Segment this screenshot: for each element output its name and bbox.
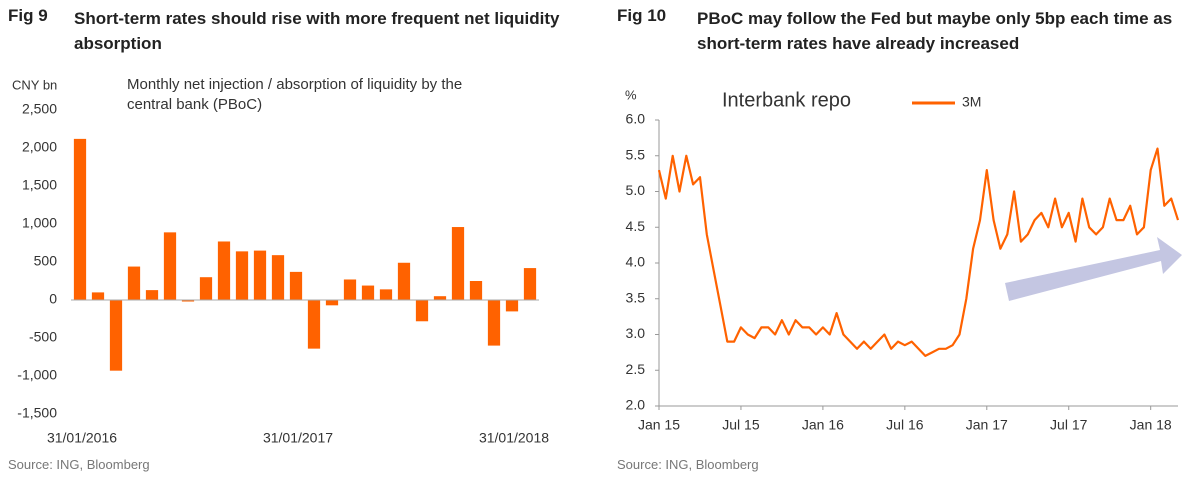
x-tick-label: Jul 15 bbox=[722, 417, 760, 433]
bar bbox=[379, 289, 393, 300]
bar bbox=[307, 300, 321, 349]
y-tick-label: 2.0 bbox=[626, 397, 646, 413]
x-tick-label: 31/01/2018 bbox=[479, 430, 549, 446]
chart-title: PBoC may follow the Fed but maybe only 5… bbox=[697, 9, 1173, 53]
x-tick-label: Jul 17 bbox=[1050, 417, 1088, 433]
y-tick-label: 5.5 bbox=[626, 146, 646, 162]
bar bbox=[109, 300, 123, 371]
y-tick-label: 0 bbox=[49, 291, 57, 307]
trend-arrow bbox=[1005, 237, 1182, 301]
bar bbox=[343, 279, 357, 300]
bar bbox=[271, 255, 285, 300]
bar bbox=[91, 292, 105, 300]
chart-title: Short-term rates should rise with more f… bbox=[74, 9, 560, 53]
source: Source: ING, Bloomberg bbox=[8, 457, 150, 472]
bar bbox=[235, 251, 249, 300]
x-tick-label: Jan 17 bbox=[966, 417, 1008, 433]
y-tick-label: 5.0 bbox=[626, 182, 646, 198]
bar bbox=[451, 227, 465, 300]
bar bbox=[73, 138, 87, 300]
y-tick-label: 4.0 bbox=[626, 254, 646, 270]
y-tick-label: -1,000 bbox=[17, 367, 57, 383]
y-tick-label: 3.5 bbox=[626, 289, 646, 305]
bar bbox=[361, 285, 375, 300]
charts: CNY bn % Interbank repo 2,500 2,000 1,500 1… bbox=[12, 77, 1182, 446]
bar bbox=[127, 266, 141, 300]
bar bbox=[325, 300, 339, 306]
x-tick-label: 31/01/2016 bbox=[47, 430, 117, 446]
bar bbox=[523, 268, 537, 300]
y-tick-label: -1,500 bbox=[17, 405, 57, 421]
bar bbox=[217, 241, 231, 300]
x-tick-label: Jan 16 bbox=[802, 417, 844, 433]
x-tick-label: Jan 15 bbox=[638, 417, 680, 433]
bar bbox=[145, 290, 159, 300]
y-unit: % bbox=[625, 87, 637, 102]
bar bbox=[181, 300, 195, 302]
x-tick-label: Jul 16 bbox=[886, 417, 924, 433]
bar bbox=[199, 277, 213, 300]
x-tick-label: 31/01/2017 bbox=[263, 430, 333, 446]
figure-label: Fig 10 bbox=[617, 6, 667, 25]
y-tick-label: 2,000 bbox=[22, 139, 57, 155]
legend-label: 3M bbox=[962, 94, 981, 110]
bar bbox=[433, 296, 447, 300]
y-tick-label: 4.5 bbox=[626, 218, 646, 234]
bar bbox=[415, 300, 429, 322]
bar bbox=[469, 281, 483, 300]
x-tick-label: Jan 18 bbox=[1130, 417, 1172, 433]
y-tick-label: 1,500 bbox=[22, 177, 57, 193]
annotation: Monthly net injection / absorption of li… bbox=[127, 76, 463, 113]
y-tick-label: 500 bbox=[34, 253, 58, 269]
bar bbox=[289, 271, 303, 300]
series-line bbox=[657, 147, 1180, 357]
y-tick-label: 1,000 bbox=[22, 215, 57, 231]
y-tick-label: 2.5 bbox=[626, 361, 646, 377]
y-tick-label: -500 bbox=[29, 329, 57, 345]
figure-label: Fig 9 bbox=[8, 6, 48, 25]
bar bbox=[487, 300, 501, 346]
annotation: Interbank repo bbox=[722, 89, 851, 111]
y-unit: CNY bn bbox=[12, 77, 57, 92]
bar bbox=[163, 232, 177, 300]
bar bbox=[505, 300, 519, 312]
y-tick-label: 6.0 bbox=[626, 111, 646, 127]
bar bbox=[397, 262, 411, 300]
bar bbox=[253, 250, 267, 300]
source: Source: ING, Bloomberg bbox=[617, 457, 759, 472]
y-tick-label: 3.0 bbox=[626, 325, 646, 341]
y-tick-label: 2,500 bbox=[22, 101, 57, 117]
